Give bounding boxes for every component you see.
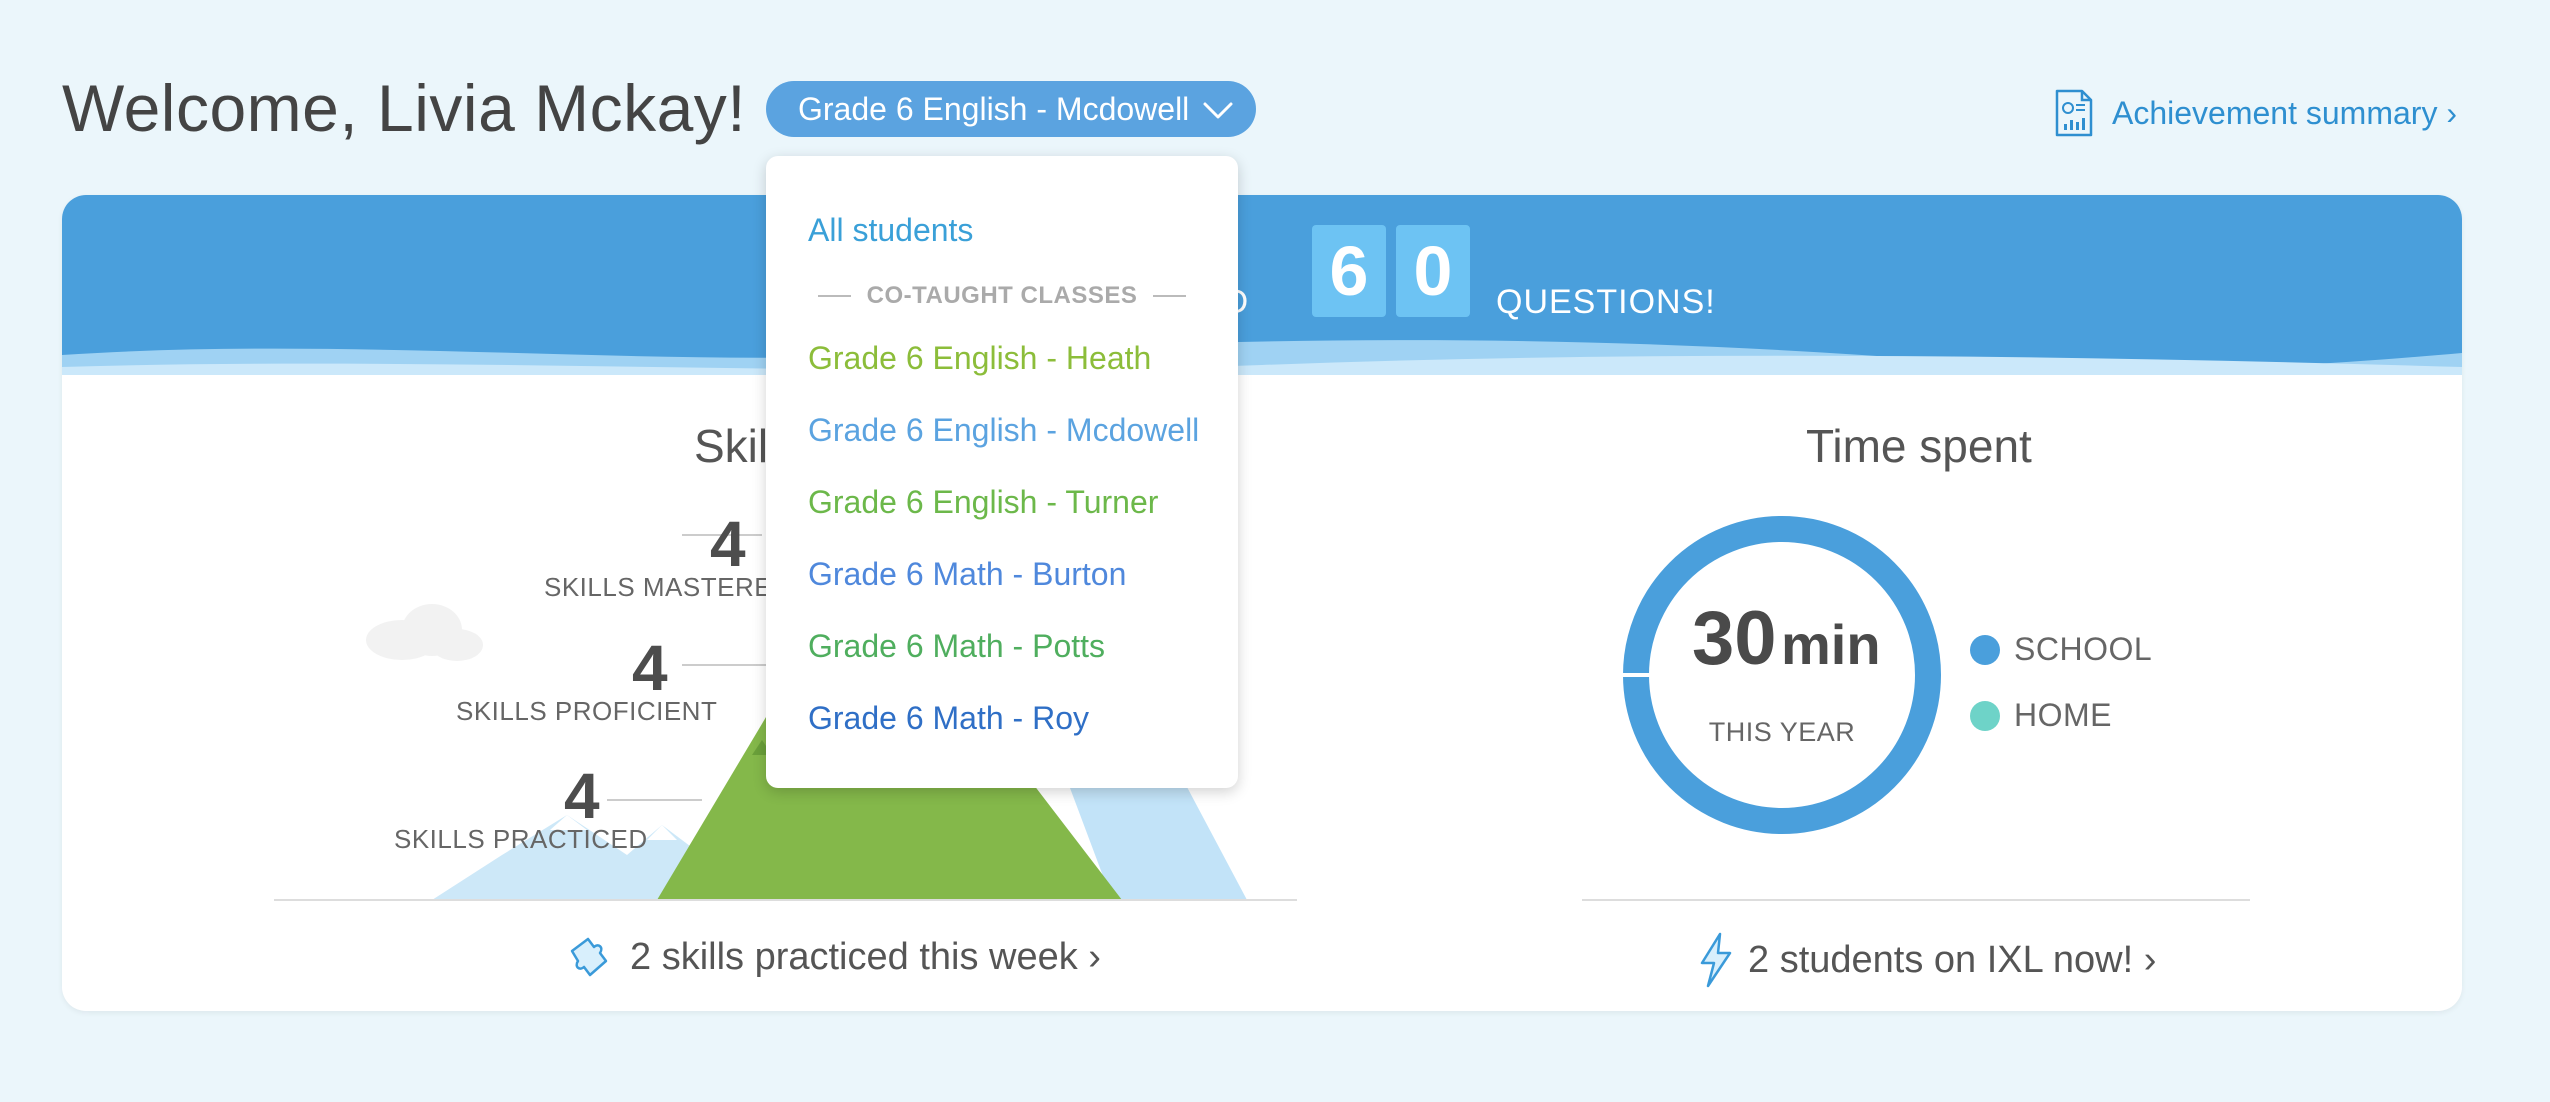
time-value-unit: min	[1781, 613, 1881, 676]
students-footer-label: 2 students on IXL now! ›	[1748, 938, 2157, 981]
achievement-summary-link[interactable]: Achievement summary ›	[2054, 88, 2457, 138]
dropdown-section-header: CO-TAUGHT CLASSES	[818, 282, 1186, 310]
legend-home: HOME	[1970, 697, 2112, 734]
class-dropdown-menu: All students CO-TAUGHT CLASSES Grade 6 E…	[766, 156, 1238, 788]
dropdown-item-class[interactable]: Grade 6 English - Turner	[808, 484, 1159, 520]
banner-background	[62, 195, 2462, 375]
skills-practiced-label: SKILLS PRACTICED	[394, 824, 648, 854]
skills-proficient-count: 4	[632, 632, 668, 704]
banner-text-right: QUESTIONS!	[1496, 283, 1716, 321]
welcome-heading: Welcome, Livia Mckay!	[62, 71, 747, 145]
dropdown-item-class[interactable]: Grade 6 Math - Potts	[808, 628, 1106, 664]
chevron-down-icon	[1202, 95, 1234, 132]
dropdown-item-all-students[interactable]: All students	[808, 212, 974, 248]
skills-practiced-week-link[interactable]: 2 skills practiced this week ›	[566, 931, 1101, 983]
question-count-digit: 6	[1312, 225, 1386, 317]
legend-home-label: HOME	[2014, 697, 2112, 733]
time-spent-title: Time spent	[1806, 420, 2032, 472]
time-divider	[1582, 899, 2250, 901]
lightning-icon	[1700, 932, 1732, 988]
skills-proficient-label: SKILLS PROFICIENT	[456, 696, 718, 726]
skills-mastered-label: SKILLS MASTERED	[544, 572, 792, 602]
time-value-number: 30	[1692, 596, 1777, 681]
dashboard-card: ED 6 0 QUESTIONS! Skill 4 SKILLS MASTERE…	[62, 195, 2462, 1011]
legend-dot	[1970, 634, 2000, 665]
class-selector-label: Grade 6 English - Mcdowell	[798, 90, 1190, 127]
achievement-summary-label: Achievement summary ›	[2112, 94, 2457, 131]
time-donut-chart	[1622, 516, 1941, 834]
legend-school: SCHOOL	[1970, 631, 2152, 668]
legend-school-label: SCHOOL	[2014, 631, 2153, 667]
skills-title: Skill	[694, 420, 779, 472]
dropdown-item-class[interactable]: Grade 6 Math - Burton	[808, 556, 1127, 592]
puzzle-icon	[570, 937, 608, 977]
time-period-label: THIS YEAR	[1708, 717, 1856, 747]
class-selector-dropdown[interactable]: Grade 6 English - Mcdowell	[766, 81, 1256, 137]
skills-practiced-count: 4	[564, 760, 600, 832]
skills-footer-label: 2 skills practiced this week ›	[630, 935, 1101, 978]
legend-dot	[1970, 700, 2000, 731]
dropdown-item-class[interactable]: Grade 6 Math - Roy	[808, 700, 1089, 736]
dropdown-item-class[interactable]: Grade 6 English - Mcdowell	[808, 412, 1200, 448]
time-value: 30 min	[1692, 595, 1881, 682]
skills-mastered-count: 4	[710, 508, 746, 580]
dropdown-item-class[interactable]: Grade 6 English - Heath	[808, 340, 1152, 376]
question-count-digit: 0	[1396, 225, 1470, 317]
report-icon	[2055, 89, 2093, 137]
dropdown-section-label: CO-TAUGHT CLASSES	[866, 282, 1138, 309]
students-online-link[interactable]: 2 students on IXL now! ›	[1696, 931, 2156, 989]
